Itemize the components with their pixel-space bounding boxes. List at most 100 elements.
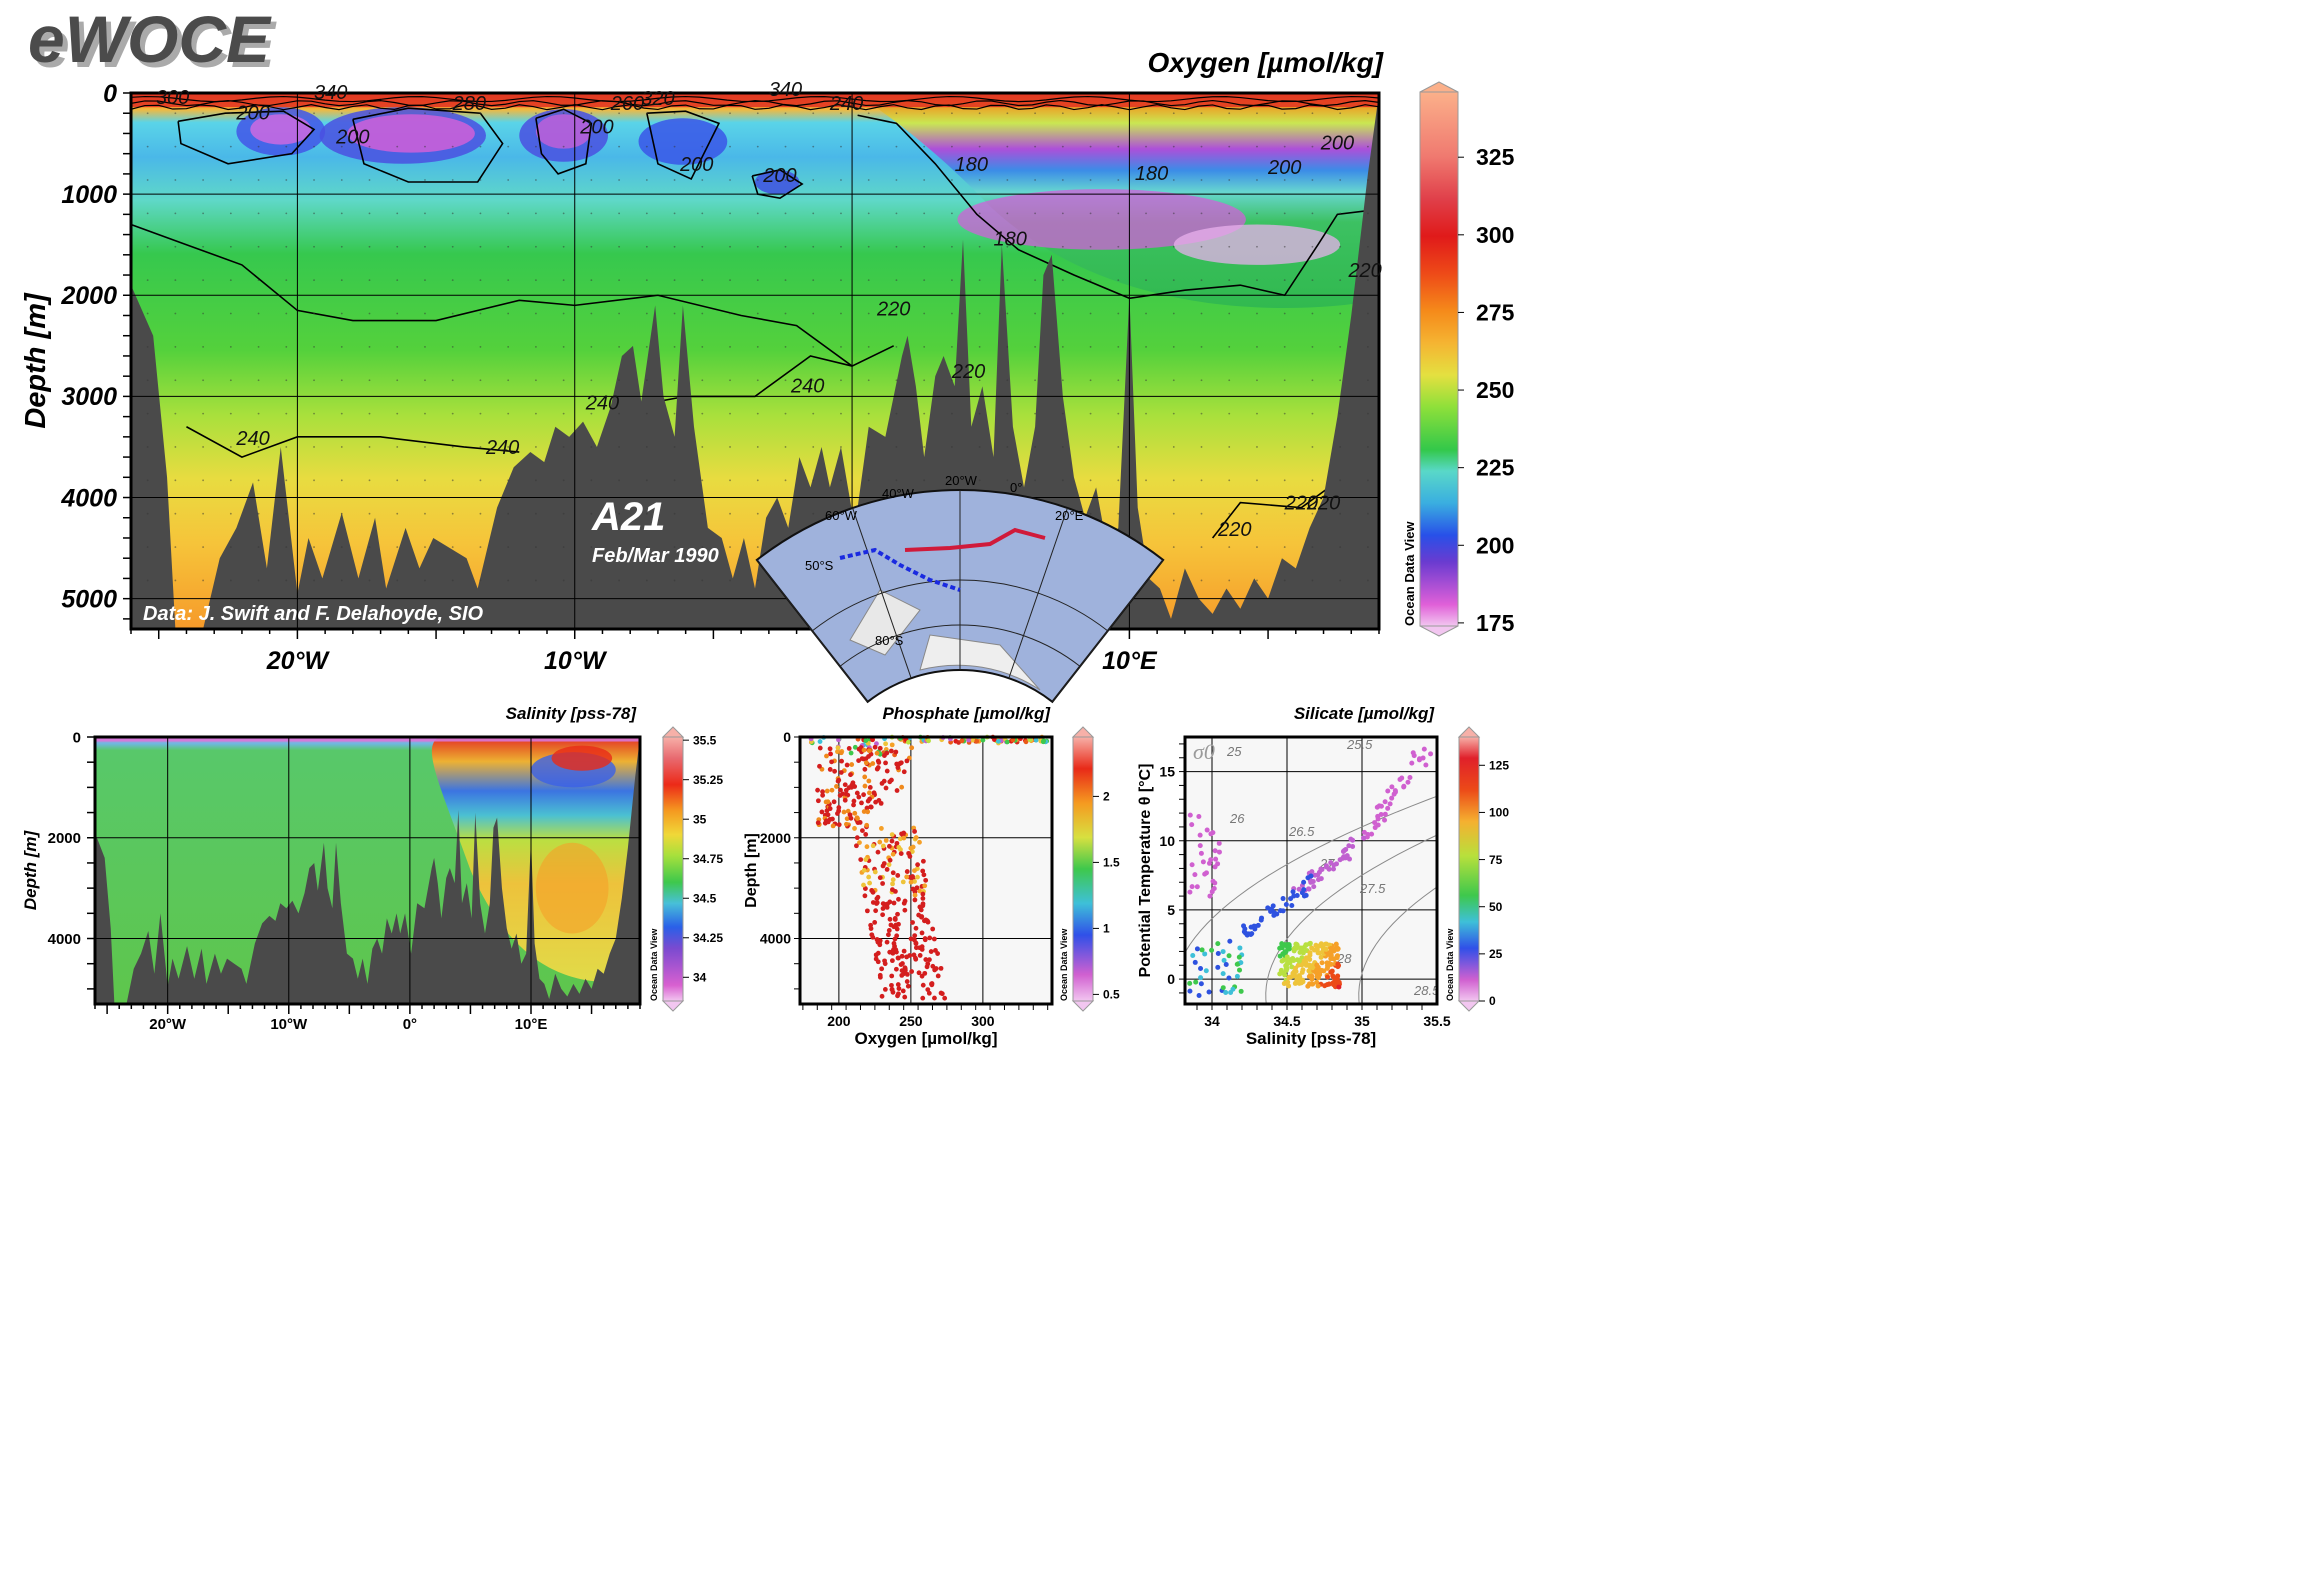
sample-dot [479,179,482,181]
isopycnal-line [1638,730,2107,1007]
sample-dot [1339,245,1342,248]
sample-dot [368,245,371,248]
sample-dot [368,579,371,582]
data-point [861,792,866,798]
sample-dot [424,446,426,448]
sample-dot [1061,112,1064,115]
contour-label: 180 [1135,163,1168,185]
sample-dot [1172,579,1175,582]
sample-dot [923,446,926,448]
sample-dot [701,145,704,148]
data-point [836,737,841,743]
sample-dot [1367,512,1369,515]
colorbar-tick-label: 300 [1476,222,1514,248]
x-tick-label: 35.5 [1423,1013,1450,1029]
sample-dot [923,179,926,181]
data-point [895,982,901,987]
sample-dot [535,245,537,248]
sample-dot [1117,279,1120,281]
sample-dot [202,345,205,348]
sample-dot [424,279,426,281]
sample-dot [1089,279,1092,281]
data-point [1307,950,1313,956]
sample-dot [756,379,759,382]
colorbar-tick-label: 34.5 [693,891,717,905]
data-point [1286,943,1292,949]
data-point [850,782,855,787]
sample-dot [1172,546,1175,548]
data-point [887,857,893,863]
sample-dot [562,512,565,515]
sample-dot [812,412,815,415]
data-point [1220,949,1226,955]
sample-dot [285,412,288,415]
contour-line [186,426,520,458]
sample-dot [1006,279,1009,281]
isopycnal-label: 28 [1336,951,1352,966]
sample-dot [229,512,232,515]
sample-dot [1145,312,1147,315]
data-point [1198,850,1204,856]
sample-dot [1117,379,1120,382]
sample-dot [451,279,454,281]
plot-area [95,737,640,1004]
sample-dot [285,512,288,515]
sample-dot [562,112,565,115]
data-point [1297,974,1303,980]
sample-dot [923,379,926,382]
data-point [844,816,850,822]
data-point [1215,964,1221,970]
sample-dot [645,379,648,382]
sample-dot [229,279,232,281]
sample-dot [257,179,260,181]
data-point [925,987,931,993]
data-point [926,738,931,744]
sample-dot [396,145,399,148]
sample-dot [313,112,315,115]
data-point [1244,932,1250,938]
sample-dot [1172,446,1175,448]
data-point [854,790,860,796]
sample-dot [396,179,399,181]
data-point [933,947,938,953]
sample-dot [673,279,676,281]
data-point [1234,973,1240,979]
sample-dot [257,245,260,248]
data-point [896,844,902,850]
data-point [836,822,842,828]
data-point [852,744,858,750]
sample-dot [1061,179,1064,181]
sample-dot [1228,512,1231,515]
data-point [862,774,868,780]
sample-dot [951,245,953,248]
sample-dot [424,412,426,415]
sample-dot [424,312,426,315]
data-point [866,874,872,880]
sample-dot [840,446,842,448]
sample-dot [146,546,149,548]
sample-dot [479,579,482,582]
contour-label: 180 [955,154,988,176]
data-point [884,750,890,756]
data-point [913,940,919,946]
data-point [889,987,895,992]
data-point [823,799,829,805]
data-point [817,763,822,769]
sample-dot [1006,145,1009,148]
sample-dot [590,179,593,181]
sample-dot [1283,245,1286,248]
sample-dot [729,245,731,248]
sample-dot [507,345,510,348]
bathymetry [95,737,640,1004]
sample-dot [729,546,731,548]
sample-dot [729,279,731,281]
sample-dot [951,145,953,148]
sample-dot [1256,579,1258,582]
sample-dot [424,479,426,482]
sample-dot [1311,145,1314,148]
sample-dot [1200,479,1203,482]
data-point [1192,959,1198,965]
data-point [827,746,833,752]
sample-dot [451,179,454,181]
